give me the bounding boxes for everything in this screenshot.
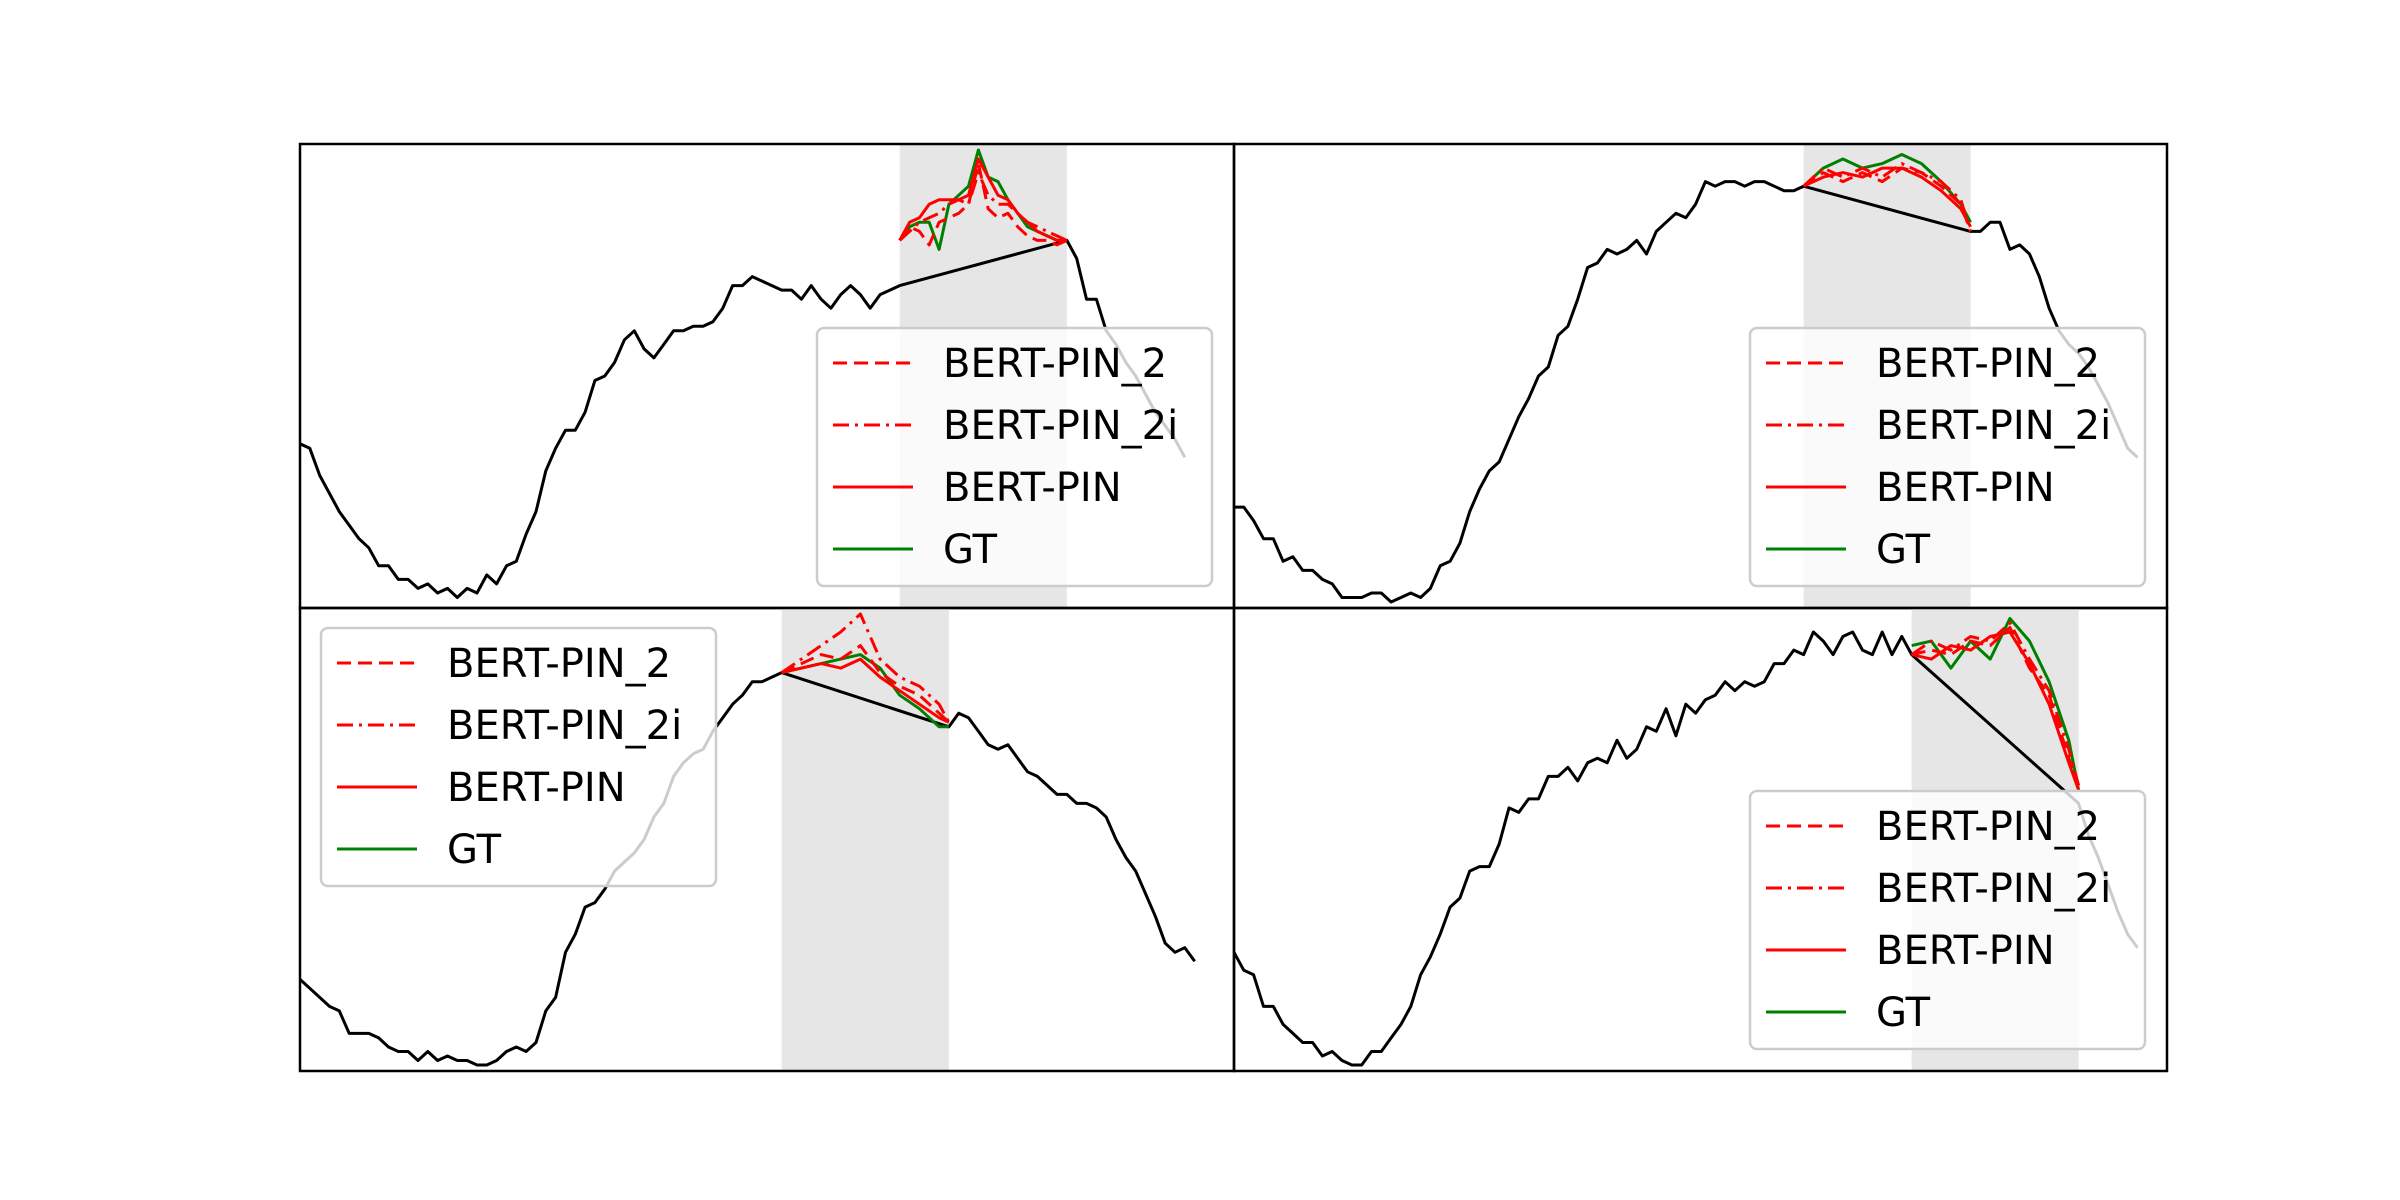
legend-label: GT bbox=[1876, 990, 1931, 1036]
legend-box bbox=[1748, 326, 2147, 588]
context-line bbox=[1234, 180, 2139, 604]
legend-label: BERT-PIN bbox=[943, 465, 1122, 511]
series-line-bert-pin-2i bbox=[1910, 621, 2081, 786]
series-line-bert-pin-2i bbox=[898, 171, 1068, 242]
legend-label: GT bbox=[447, 827, 502, 873]
legend-label: BERT-PIN bbox=[1876, 928, 2055, 974]
legend-label: BERT-PIN_2 bbox=[447, 641, 671, 687]
legend-label: BERT-PIN_2 bbox=[943, 341, 1167, 387]
legend-box bbox=[815, 326, 1214, 588]
series-line-bert-pin bbox=[1802, 166, 1972, 228]
axes-frame bbox=[1232, 606, 2169, 1073]
legend-label: BERT-PIN_2 bbox=[1876, 341, 2100, 387]
series-line-bert-pin-2i bbox=[780, 612, 951, 723]
legend-box bbox=[1748, 789, 2147, 1051]
legend: BERT-PIN_2 BERT-PIN_2i BERT-PIN GT bbox=[319, 626, 718, 888]
series-line-bert-pin-2i bbox=[1802, 162, 1973, 232]
series-line-bert-pin-2 bbox=[898, 162, 1068, 247]
legend-label: BERT-PIN_2i bbox=[1876, 403, 2111, 449]
legend-label: BERT-PIN_2 bbox=[1876, 804, 2100, 850]
masked-region bbox=[781, 608, 949, 1071]
legend-label: GT bbox=[1876, 527, 1931, 573]
subplot-top-left: BERT-PIN_2 BERT-PIN_2i BERT-PIN GT bbox=[298, 142, 1236, 610]
series-line-bert-pin-2 bbox=[1911, 626, 2081, 786]
context-line bbox=[300, 238, 1187, 599]
series-line-bert-pin-2 bbox=[781, 644, 950, 724]
legend-box bbox=[319, 626, 718, 888]
legend-label: BERT-PIN_2i bbox=[447, 703, 682, 749]
subplot-bottom-right: BERT-PIN_2 BERT-PIN_2i BERT-PIN GT bbox=[1232, 606, 2169, 1073]
legend-label: BERT-PIN bbox=[1876, 465, 2055, 511]
subplot-bottom-left: BERT-PIN_2 BERT-PIN_2i BERT-PIN GT bbox=[298, 606, 1236, 1073]
series-line-gt bbox=[1802, 153, 1972, 224]
series-line-bert-pin bbox=[898, 157, 1067, 242]
legend: BERT-PIN_2 BERT-PIN_2i BERT-PIN GT bbox=[815, 326, 1214, 588]
series-line-bert-pin-2 bbox=[1802, 166, 1973, 232]
series-line-gt bbox=[1911, 617, 2081, 791]
legend-label: GT bbox=[943, 527, 998, 573]
legend-label: BERT-PIN bbox=[447, 765, 626, 811]
legend: BERT-PIN_2 BERT-PIN_2i BERT-PIN GT bbox=[1748, 789, 2147, 1051]
legend-label: BERT-PIN_2i bbox=[1876, 866, 2111, 912]
legend-label: BERT-PIN_2i bbox=[943, 403, 1178, 449]
context-line bbox=[1234, 630, 2139, 1067]
legend: BERT-PIN_2 BERT-PIN_2i BERT-PIN GT bbox=[1748, 326, 2147, 588]
series-line-bert-pin bbox=[781, 657, 950, 724]
